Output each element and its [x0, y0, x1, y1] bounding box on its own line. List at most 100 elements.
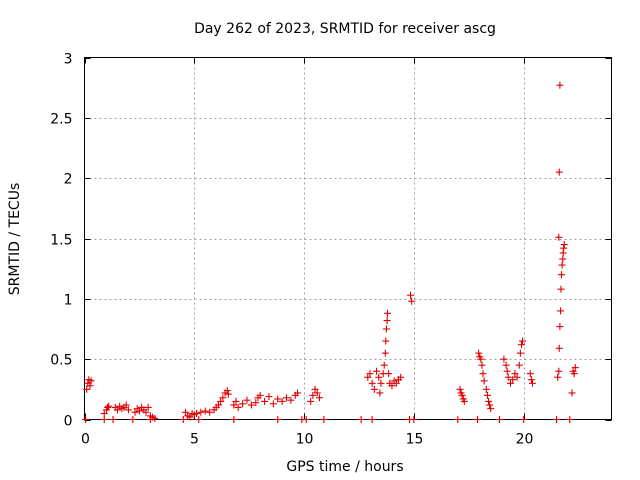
data-point [503, 367, 511, 375]
data-point [197, 408, 205, 416]
data-point [568, 389, 576, 397]
data-point [517, 341, 525, 349]
data-point [223, 387, 231, 395]
data-point [556, 81, 564, 89]
data-point [368, 416, 376, 423]
data-point [478, 361, 486, 369]
data-point [83, 385, 91, 393]
data-point [410, 416, 418, 423]
x-tick-label: 15 [406, 432, 424, 448]
data-point [375, 373, 383, 381]
data-point [122, 401, 130, 409]
data-point [307, 397, 315, 405]
data-point [380, 361, 388, 369]
data-point [557, 285, 565, 293]
data-point [558, 261, 566, 269]
data-point [382, 325, 390, 333]
x-tick-label: 0 [81, 432, 90, 448]
data-point [555, 367, 563, 375]
data-point [370, 385, 378, 393]
data-point [311, 385, 319, 393]
data-point [192, 409, 200, 417]
data-point [287, 396, 295, 404]
y-tick-label: 1 [64, 293, 73, 309]
data-point [408, 297, 416, 305]
data-point [383, 317, 391, 325]
data-point [274, 395, 282, 403]
data-point [560, 241, 568, 249]
data-point [556, 323, 564, 331]
data-point [458, 391, 466, 399]
data-point [509, 376, 517, 384]
data-point [392, 379, 400, 387]
data-point [477, 355, 485, 363]
data-point [82, 416, 90, 423]
data-point [526, 370, 534, 378]
data-point [182, 408, 190, 416]
data-point [570, 370, 578, 378]
y-tick-label: 2.5 [50, 112, 72, 128]
data-point [144, 403, 152, 411]
data-point [252, 399, 260, 407]
data-point [302, 416, 310, 423]
data-point [486, 401, 494, 409]
data-point [555, 233, 563, 241]
data-point [485, 397, 493, 405]
data-point [105, 402, 113, 410]
data-point [366, 370, 374, 378]
data-point [261, 397, 269, 405]
data-point [313, 389, 321, 397]
data-point [519, 337, 527, 345]
data-point [135, 407, 143, 415]
data-point [278, 397, 286, 405]
data-point [142, 408, 150, 416]
data-point [502, 361, 510, 369]
data-point [146, 416, 154, 423]
data-point [206, 408, 214, 416]
data-point [384, 309, 392, 317]
data-point [520, 416, 528, 423]
x-tick-label: 5 [190, 432, 199, 448]
y-tick-label: 2 [64, 172, 73, 188]
data-point [320, 416, 328, 423]
data-point [571, 364, 579, 372]
data-point [376, 389, 384, 397]
data-point [528, 379, 536, 387]
data-point [500, 355, 508, 363]
data-point [474, 416, 482, 423]
x-tick-label: 10 [296, 432, 314, 448]
data-point [129, 416, 137, 423]
plot-frame [84, 57, 612, 420]
data-point [100, 416, 108, 423]
data-point [506, 379, 514, 387]
data-point [243, 396, 251, 404]
y-tick-label: 0 [64, 414, 73, 430]
data-point [230, 401, 238, 409]
data-point [131, 408, 139, 416]
data-point [482, 385, 490, 393]
data-point [475, 349, 483, 357]
y-tick-label: 0.5 [50, 353, 72, 369]
data-point [100, 409, 108, 417]
x-tick-labels: 0 5 10 15 20 [81, 432, 533, 448]
grid-lines [84, 57, 612, 420]
data-point [373, 367, 381, 375]
chart-title: Day 262 of 2023, SRMTID for receiver asc… [194, 21, 496, 37]
y-axis-label: SRMTID / TECUs [7, 183, 23, 296]
data-point [460, 397, 468, 405]
data-point [269, 400, 277, 408]
data-point [483, 391, 491, 399]
axis-ticks [84, 57, 612, 421]
data-point [151, 414, 159, 422]
data-point [496, 416, 504, 423]
data-point [527, 376, 535, 384]
data-point [265, 393, 273, 401]
data-point [357, 416, 365, 423]
data-point [104, 403, 112, 411]
data-point [560, 244, 568, 252]
data-point [454, 416, 462, 423]
data-point [368, 379, 376, 387]
data-point [377, 379, 385, 387]
data-point [86, 382, 94, 390]
x-axis-label: GPS time / hours [286, 459, 403, 475]
